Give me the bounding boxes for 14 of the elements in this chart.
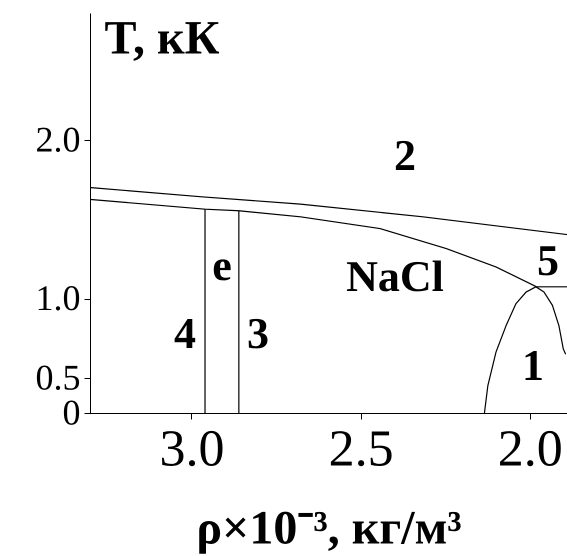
x-tick-label: 2.0 [498,420,563,478]
annotation: 3 [247,309,269,358]
y-tick-label: 2.0 [36,119,80,160]
annotation: e [212,241,232,290]
annotation: 1 [522,341,544,390]
x-axis-title: ρ×10⁻³, кг/м³ [196,502,462,554]
y-axis-title: T, кК [104,12,220,64]
y-tick-label: 1.0 [36,278,80,318]
annotation: 5 [537,236,559,285]
annotation: 4 [174,309,196,358]
annotation: 2 [394,131,416,180]
x-tick-label: 3.0 [159,420,224,478]
annotation: NaCl [346,252,444,301]
x-tick-label: 2.5 [328,420,394,478]
